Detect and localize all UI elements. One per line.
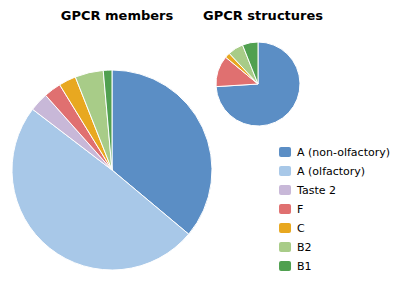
svg-text:F: F — [297, 203, 303, 216]
svg-text:B1: B1 — [297, 260, 312, 273]
svg-text:C: C — [297, 222, 305, 235]
svg-text:A (olfactory): A (olfactory) — [297, 165, 365, 178]
svg-text:GPCR structures: GPCR structures — [203, 8, 323, 23]
svg-text:A (non-olfactory): A (non-olfactory) — [297, 146, 390, 159]
svg-text:B2: B2 — [297, 241, 312, 254]
svg-text:GPCR members: GPCR members — [61, 8, 174, 23]
svg-text:Taste 2: Taste 2 — [296, 184, 336, 197]
